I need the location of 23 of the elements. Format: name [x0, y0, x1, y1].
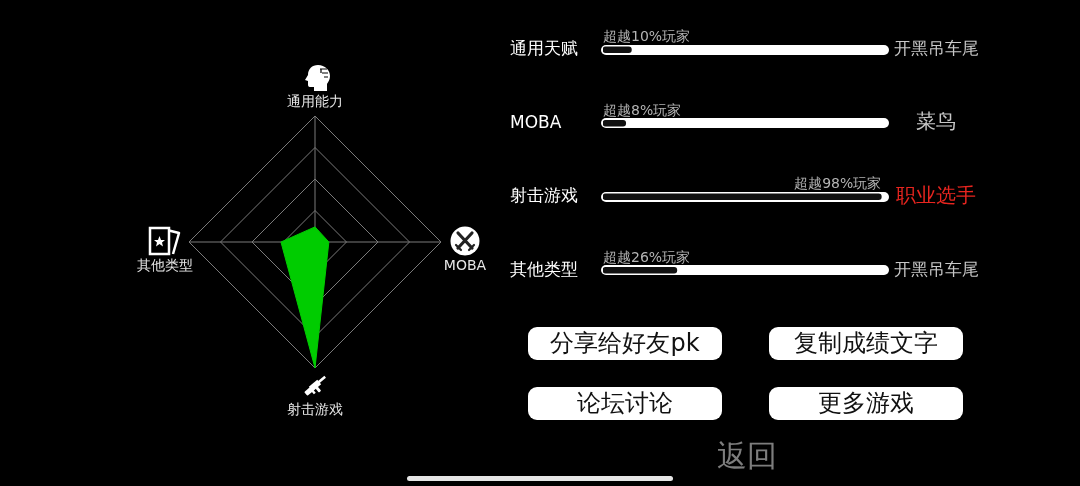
data-label: 超越98%玩家: [794, 175, 882, 192]
text: 菜鸟: [916, 109, 956, 134]
y-tick-label: 其他类型: [510, 258, 578, 279]
button[interactable]: 更多游戏: [769, 387, 963, 420]
button[interactable]: 分享给好友pk: [528, 327, 722, 360]
data-label: 超越10%玩家: [603, 28, 691, 45]
text: 返回: [717, 438, 777, 474]
button[interactable]: 论坛讨论: [528, 387, 722, 420]
text: 开黑吊车尾: [893, 258, 979, 279]
bar: [603, 46, 632, 54]
data-label: 超越8%玩家: [603, 101, 682, 118]
spoke-label: 其他类型: [137, 256, 193, 273]
spoke-label: 射击游戏: [287, 400, 343, 417]
y-tick-label: 射击游戏: [510, 185, 578, 206]
bar: [603, 266, 678, 274]
button[interactable]: 复制成绩文字: [769, 327, 963, 360]
text: 开黑吊车尾: [893, 38, 979, 59]
y-tick-label: MOBA: [510, 111, 562, 132]
data-label: 超越26%玩家: [603, 248, 691, 265]
spoke-label: MOBA: [443, 256, 487, 273]
spoke-label: 通用能力: [287, 92, 343, 109]
text: 职业选手: [896, 182, 976, 207]
y-tick-label: 通用天赋: [510, 38, 578, 59]
